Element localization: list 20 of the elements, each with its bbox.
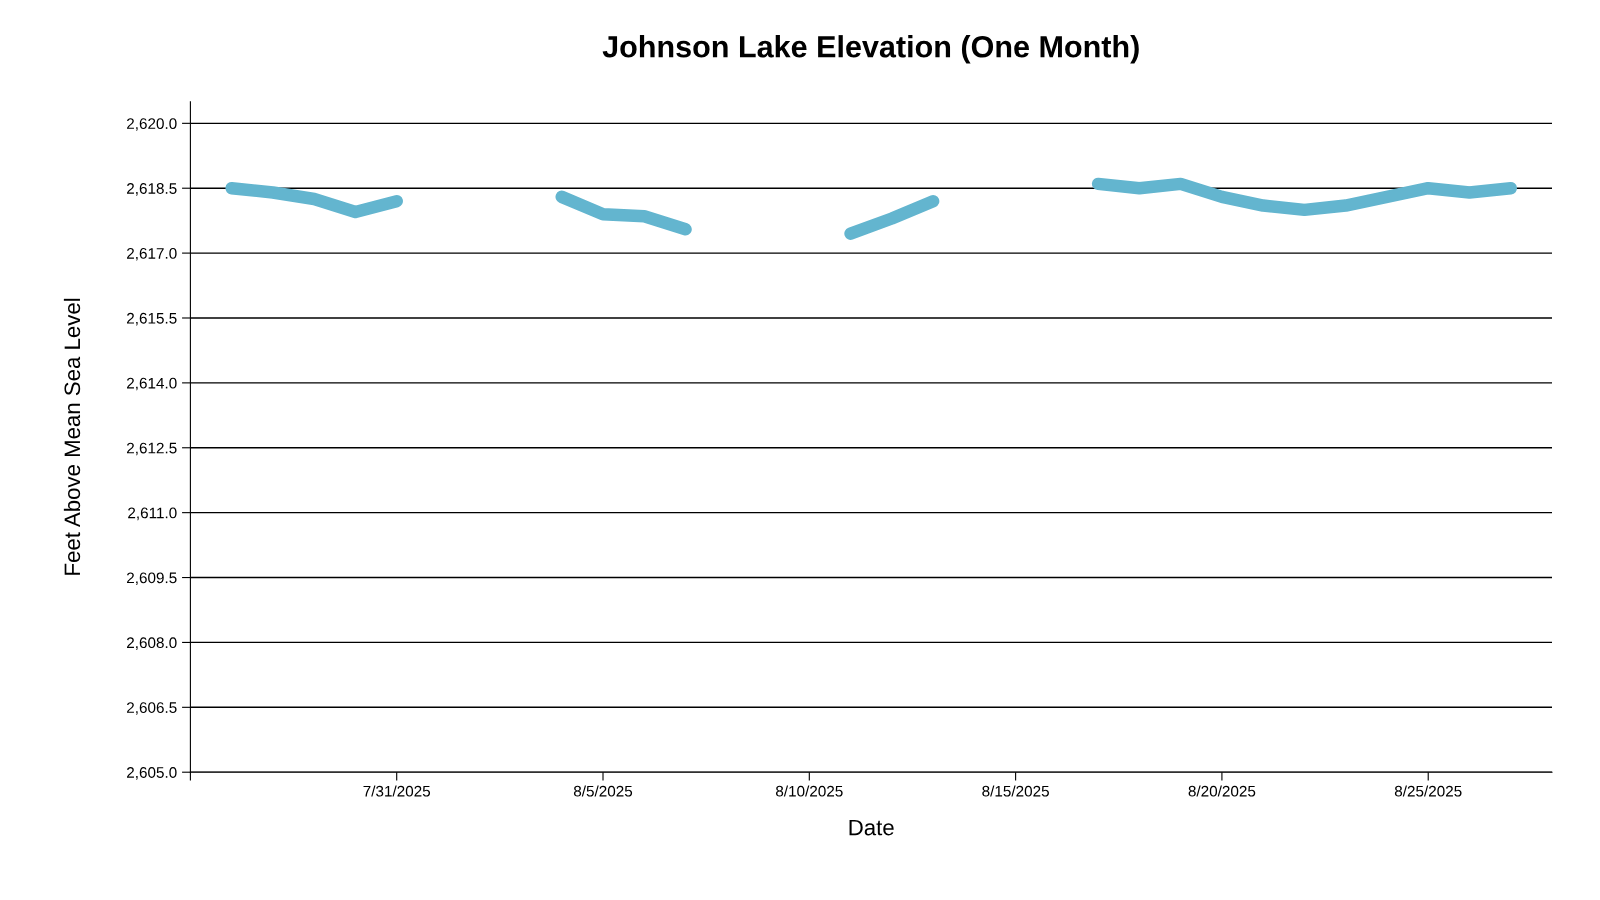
y-tick-label: 2,617.0 bbox=[127, 247, 177, 261]
y-axis-title: Feet Above Mean Sea Level bbox=[63, 298, 81, 575]
x-tick-label: 8/25/2025 bbox=[1394, 785, 1462, 797]
y-tick-label: 2,609.5 bbox=[127, 572, 177, 586]
chart-title: Johnson Lake Elevation (One Month) bbox=[602, 35, 1139, 64]
x-tick-label: 8/5/2025 bbox=[573, 785, 633, 797]
x-tick-label: 8/15/2025 bbox=[982, 785, 1049, 797]
y-tick-label: 2,614.0 bbox=[127, 377, 177, 391]
y-tick-label: 2,605.0 bbox=[127, 767, 177, 780]
y-tick-label: 2,606.5 bbox=[127, 702, 177, 715]
y-tick-label: 2,611.0 bbox=[128, 507, 177, 521]
x-tick-label: 8/10/2025 bbox=[775, 785, 843, 797]
y-tick-label: 2,615.5 bbox=[127, 312, 177, 326]
y-tick-label: 2,618.5 bbox=[127, 183, 177, 196]
y-tick-label: 2,608.0 bbox=[127, 637, 177, 650]
y-tick-label: 2,620.0 bbox=[127, 118, 177, 131]
y-tick-label: 2,612.5 bbox=[127, 442, 177, 456]
x-axis-title: Date bbox=[849, 819, 894, 836]
x-tick-label: 7/31/2025 bbox=[363, 785, 431, 797]
x-tick-label: 8/20/2025 bbox=[1188, 785, 1256, 797]
